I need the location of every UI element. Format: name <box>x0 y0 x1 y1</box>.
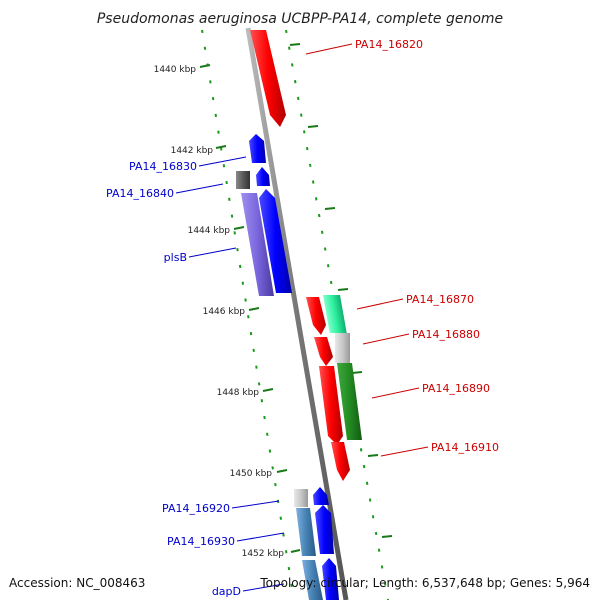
gene-pa14-16870[interactable] <box>306 295 347 335</box>
tick-mark <box>290 549 301 553</box>
tick-mark <box>276 469 288 473</box>
gene-label[interactable]: PA14_16910 <box>431 441 499 454</box>
gene-pa14-16920[interactable] <box>294 487 329 507</box>
tick-label: 1442 kbp <box>171 146 214 156</box>
gene-pa14-16840[interactable] <box>236 167 270 189</box>
gene-pa14-16830[interactable] <box>249 134 266 163</box>
gene-pa14-16930[interactable] <box>296 505 334 556</box>
gene-label[interactable]: PA14_16830 <box>129 160 197 173</box>
genome-title: Pseudomonas aeruginosa UCBPP-PA14, compl… <box>97 11 503 27</box>
gene-label[interactable]: PA14_16890 <box>422 382 490 395</box>
gene-plsb[interactable] <box>241 189 292 296</box>
accession-text: Accession: NC_008463 <box>9 576 145 590</box>
label-leaders <box>175 43 429 592</box>
gene-label[interactable]: PA14_16920 <box>162 502 230 515</box>
gene-label[interactable]: PA14_16820 <box>355 38 423 51</box>
tick-mark <box>215 145 227 149</box>
gene-label[interactable]: dapD <box>212 585 241 598</box>
tick-mark <box>248 307 260 311</box>
gene-label[interactable]: PA14_16840 <box>106 187 174 200</box>
tick-mark <box>233 226 245 230</box>
tick-mark <box>199 64 211 68</box>
gene-pa14-16880[interactable] <box>314 333 350 366</box>
tick-label: 1448 kbp <box>217 388 260 398</box>
tick-label: 1450 kbp <box>230 469 273 479</box>
gene-dapd[interactable] <box>302 558 339 600</box>
topology-text: Topology: circular; Length: 6,537,648 bp… <box>259 576 590 590</box>
gene-pa14-16890[interactable] <box>319 363 362 445</box>
tick-label: 1444 kbp <box>188 226 231 236</box>
gene-label[interactable]: plsB <box>164 251 187 264</box>
gene-pa14-16910[interactable] <box>331 442 350 481</box>
gene-label[interactable]: PA14_16870 <box>406 293 474 306</box>
gene-pa14-16820[interactable] <box>250 30 286 127</box>
tick-label: 1452 kbp <box>242 549 285 559</box>
genome-backbone <box>245 27 349 600</box>
tick-marks <box>199 43 393 553</box>
gene-label[interactable]: PA14_16880 <box>412 328 480 341</box>
tick-label: 1446 kbp <box>203 307 246 317</box>
tick-mark <box>262 388 274 392</box>
tick-label: 1440 kbp <box>154 65 197 75</box>
gene-label[interactable]: PA14_16930 <box>167 535 235 548</box>
